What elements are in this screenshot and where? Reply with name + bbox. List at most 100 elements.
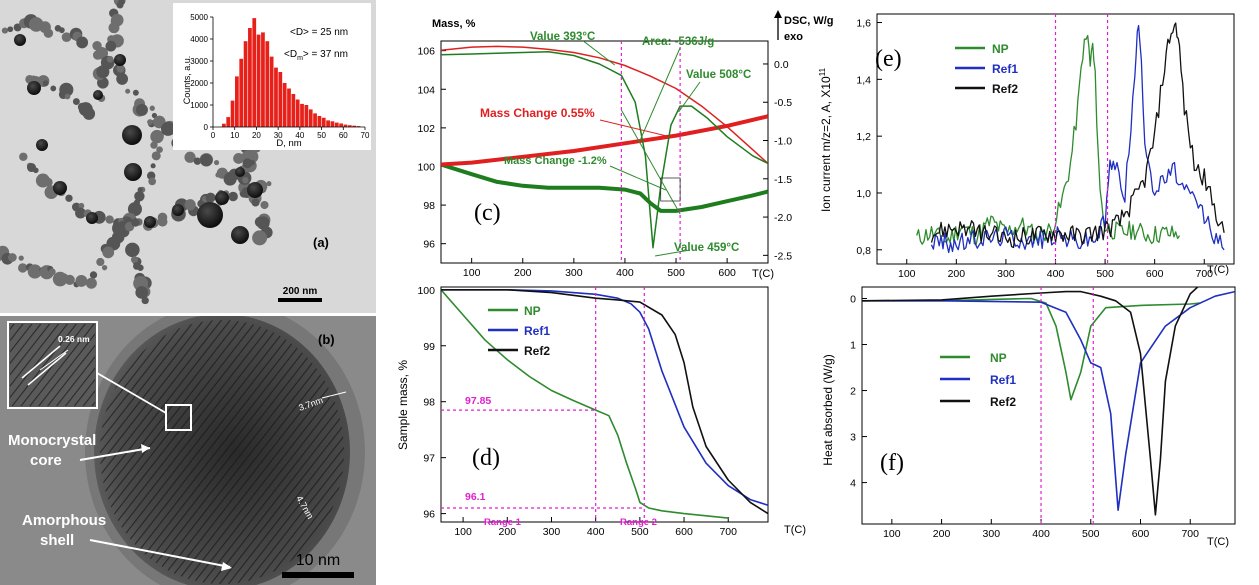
nanoparticle (200, 153, 213, 167)
histogram-x-ticks: 0 10 20 30 40 50 60 70 (211, 127, 370, 140)
histogram-y-tick-label: 1000 (190, 101, 208, 110)
right-y-tick-label: -1.5 (774, 174, 792, 186)
annotation-value-393: Value 393°C (530, 31, 595, 43)
histogram-x-tick-label: 60 (339, 131, 348, 140)
leader-459 (654, 249, 691, 257)
leader-508 (678, 81, 701, 113)
histogram-y-tick-label: 4000 (190, 35, 208, 44)
nanoparticle-large (114, 54, 126, 66)
right-y-tick-label: 0.0 (774, 59, 789, 71)
nanoparticle (108, 22, 120, 34)
x-tick-label: 500 (1082, 528, 1100, 540)
nanoparticle (96, 65, 110, 79)
core-label-line1: Monocrystal (8, 432, 96, 449)
histogram-bar (287, 88, 291, 127)
panel-e-y-axis-label: Ion current m/z=2, A, X1011 (818, 67, 833, 212)
y-tick-label: 0 (850, 294, 856, 306)
legend-np: NP (524, 304, 541, 318)
nanoparticle-large (93, 90, 103, 100)
y-tick-label: 97 (423, 453, 435, 465)
nanoparticle (72, 98, 80, 106)
legend-ref2: Ref2 (524, 344, 550, 358)
histogram-bar (330, 121, 335, 127)
nanoparticle (131, 218, 140, 227)
y-tick-label: 1,0 (856, 188, 871, 200)
leader-mass-green (609, 165, 667, 191)
x-tick-label: 200 (499, 526, 517, 538)
nanoparticle (193, 157, 202, 165)
panel-f-ticks: 100 200 300 400 500 600 700 0 1 2 3 4 (850, 294, 1199, 540)
legend-np: NP (992, 42, 1009, 56)
histogram-bar (343, 124, 348, 127)
histogram-y-tick-label: 5000 (190, 13, 208, 22)
nanoparticle (18, 255, 24, 261)
histogram-bar (230, 100, 235, 127)
nanoparticle (233, 153, 244, 164)
nanoparticle-large (215, 191, 229, 205)
histogram-bar (221, 123, 226, 127)
nanoparticle (213, 159, 220, 166)
nanoparticle (76, 36, 89, 49)
nanoparticle (135, 286, 149, 299)
panel-d-legend: NP Ref1 Ref2 (488, 304, 550, 358)
x-tick-label: 700 (1181, 528, 1199, 540)
y-tick-label: 1,4 (856, 74, 871, 86)
nanoparticle (18, 263, 28, 273)
histogram-bar (248, 28, 252, 127)
series-mass-ref-red- (441, 114, 768, 167)
histogram-bar (256, 34, 261, 127)
panel-f-legend: NP Ref1 Ref2 (940, 351, 1016, 409)
histogram-bar (334, 122, 339, 127)
leader-area (639, 47, 681, 141)
histogram-bar (243, 41, 248, 128)
histogram-bar (356, 126, 361, 127)
nanoparticle (82, 107, 96, 120)
x-tick-label: 400 (587, 526, 605, 538)
histogram-x-tick-label: 20 (252, 131, 261, 140)
y-tick-label: 1,6 (856, 18, 871, 30)
nanoparticle (137, 187, 143, 193)
nanoparticle-large (172, 204, 184, 216)
nanoparticle (141, 296, 149, 305)
panel-c-ticks: 100 200 300 400 500 600 106 104 102 100 98 96 0.0 -0.… (417, 46, 792, 279)
histogram-bar (291, 94, 296, 127)
histogram-bar (235, 76, 239, 127)
x-tick-label: 500 (667, 267, 685, 279)
histogram-x-tick-label: 50 (317, 131, 326, 140)
panel-d-series (441, 287, 768, 522)
panel-d-ticks: 100 200 300 400 500 600 700 100 99 98 97 96 (417, 285, 737, 538)
x-tick-label: 600 (718, 267, 736, 279)
nanoparticle (133, 262, 141, 270)
nanoparticle (148, 177, 157, 186)
x-tick-label: 200 (514, 267, 532, 279)
histogram-bar (295, 99, 300, 127)
series-np (862, 297, 1201, 401)
x-tick-label: 600 (1146, 268, 1164, 280)
nanoparticle-large (231, 226, 249, 244)
series-ref2 (441, 289, 768, 515)
series-ref1 (441, 289, 768, 506)
histogram-bar (282, 83, 287, 127)
histogram-bar (269, 56, 274, 127)
panel-label-f: (f) (880, 450, 904, 476)
legend-ref2: Ref2 (992, 82, 1018, 96)
x-tick-label: 100 (898, 268, 916, 280)
y-tick-label: 3 (850, 432, 856, 444)
nanoparticle (134, 191, 145, 202)
mass-change-box (660, 177, 681, 202)
nanoparticle (43, 177, 53, 187)
x-tick-label: 500 (1096, 268, 1114, 280)
y-tick-label: 1,2 (856, 131, 871, 143)
leader-mass-red (599, 119, 672, 138)
nanoparticle (1, 27, 8, 34)
panel-label-d: (d) (472, 445, 500, 471)
histogram-bar (313, 113, 317, 127)
nanoparticle-large (86, 212, 98, 224)
histogram-bar (239, 58, 244, 127)
panel-d-y-axis-label: Sample mass, % (396, 360, 410, 450)
histogram-y-ticks: 0 1000 2000 3000 4000 5000 (190, 13, 213, 132)
panel-e-x-axis-label: T(C) (1207, 264, 1229, 276)
shell-label-line1: Amorphous (22, 512, 106, 529)
y-tick-label: 100 (417, 161, 435, 173)
nanoparticle (106, 55, 114, 63)
